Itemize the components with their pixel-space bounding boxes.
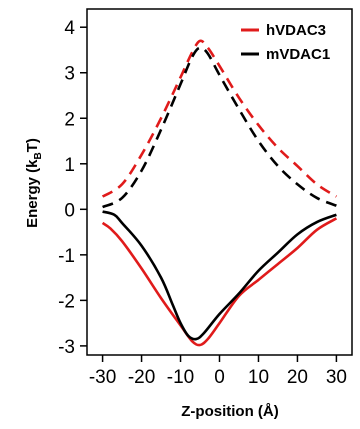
y-axis-title: Energy (kBT) bbox=[24, 138, 44, 228]
series-layer bbox=[101, 39, 338, 347]
y-tick-label: -2 bbox=[58, 291, 75, 312]
x-tick-label: 10 bbox=[248, 367, 269, 388]
y-tick-label: 1 bbox=[64, 155, 75, 176]
y-tick-label: -1 bbox=[58, 246, 75, 267]
y-tick-label: 2 bbox=[64, 109, 75, 130]
y-axis-title-main: Energy (k bbox=[24, 159, 41, 228]
y-tick-label: 3 bbox=[64, 64, 75, 85]
series-line-hvdac3-dashed bbox=[101, 39, 338, 198]
x-tick-label: -10 bbox=[167, 367, 194, 388]
y-tick-label: 4 bbox=[64, 18, 75, 39]
y-tick-label: -3 bbox=[58, 337, 75, 358]
x-tick-label: -20 bbox=[128, 367, 155, 388]
series-line-hvdac3-solid bbox=[101, 217, 338, 347]
y-axis-title-sub: B bbox=[33, 152, 44, 159]
legend-label-hvdac3: hVDAC3 bbox=[266, 22, 326, 39]
y-tick-label: 0 bbox=[64, 200, 75, 221]
x-axis-title: Z-position (Å) bbox=[181, 403, 278, 420]
x-tick-label: 0 bbox=[214, 367, 225, 388]
x-axis-ticks: -30 -20 -10 0 10 20 30 bbox=[89, 355, 347, 388]
series-line-mvdac1-dashed bbox=[102, 46, 337, 209]
x-tick-label: 30 bbox=[326, 367, 347, 388]
y-axis-title-end: T) bbox=[24, 138, 41, 152]
x-tick-label: 20 bbox=[287, 367, 308, 388]
series-line-mvdac1-solid bbox=[102, 210, 337, 341]
legend: hVDAC3 mVDAC1 bbox=[241, 22, 330, 63]
y-axis-ticks: -3 -2 -1 0 1 2 3 4 bbox=[58, 18, 87, 358]
legend-label-mvdac1: mVDAC1 bbox=[266, 46, 330, 63]
x-tick-label: -30 bbox=[89, 367, 116, 388]
